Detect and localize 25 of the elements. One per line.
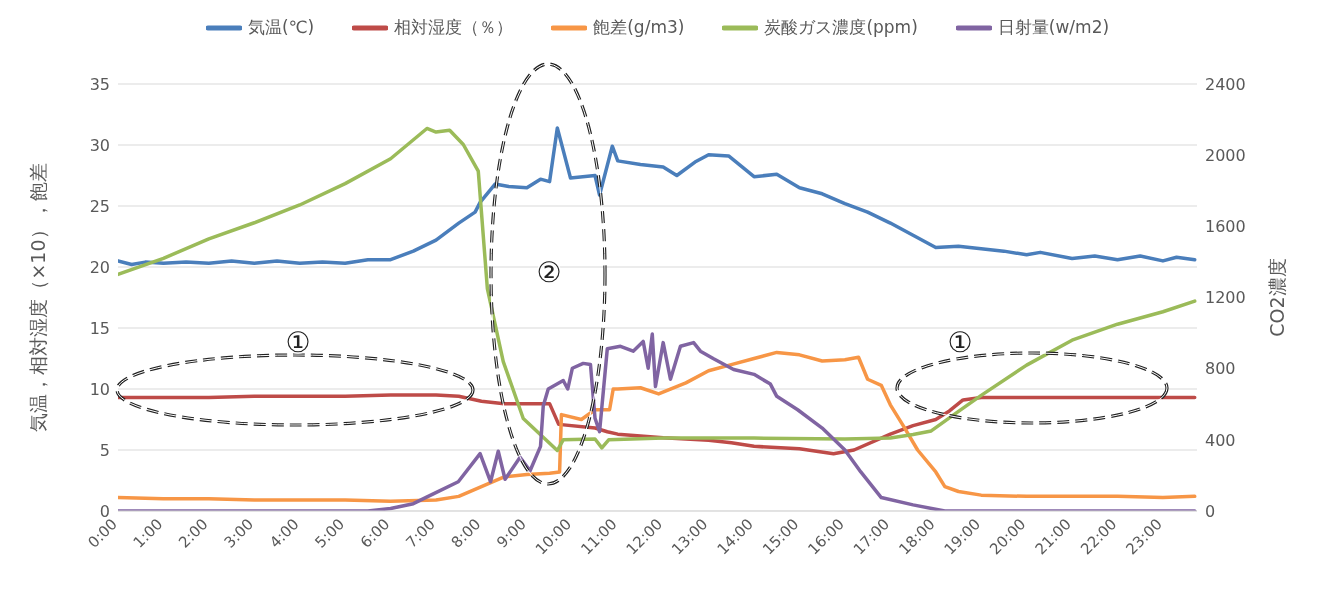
y2-tick-label: 400 <box>1205 430 1236 450</box>
y-tick-label: 15 <box>89 318 110 338</box>
y-tick-label: 35 <box>89 74 110 94</box>
legend-label: 相対湿度（％） <box>394 16 514 39</box>
y2-tick-label: 1200 <box>1205 288 1246 308</box>
y2-axis-title: CO2濃度 <box>1265 258 1288 337</box>
annotation: ① <box>285 326 311 359</box>
legend-label: 炭酸ガス濃度(ppm) <box>764 16 918 39</box>
y2-tick-label: 800 <box>1205 359 1236 379</box>
legend-label: 気温(℃) <box>247 16 315 39</box>
y-tick-label: 5 <box>99 440 110 460</box>
y-tick-label: 25 <box>89 196 110 216</box>
annotation: ② <box>536 256 562 289</box>
y-tick-label: 20 <box>89 257 110 277</box>
y2-tick-label: 2000 <box>1205 145 1246 165</box>
y2-tick-label: 1600 <box>1205 217 1246 237</box>
y-tick-label: 10 <box>89 379 110 399</box>
annotation: ① <box>947 326 973 359</box>
legend-label: 日射量(w/m2) <box>997 16 1110 39</box>
y2-tick-label: 2400 <box>1205 74 1246 94</box>
y-axis-title: 気温，相対湿度（×10），飽差 <box>26 163 49 432</box>
legend-label: 飽差(g/m3) <box>593 16 685 39</box>
line-series <box>118 126 1197 453</box>
y2-tick-label: 0 <box>1205 501 1216 521</box>
y-tick-label: 30 <box>89 135 110 155</box>
